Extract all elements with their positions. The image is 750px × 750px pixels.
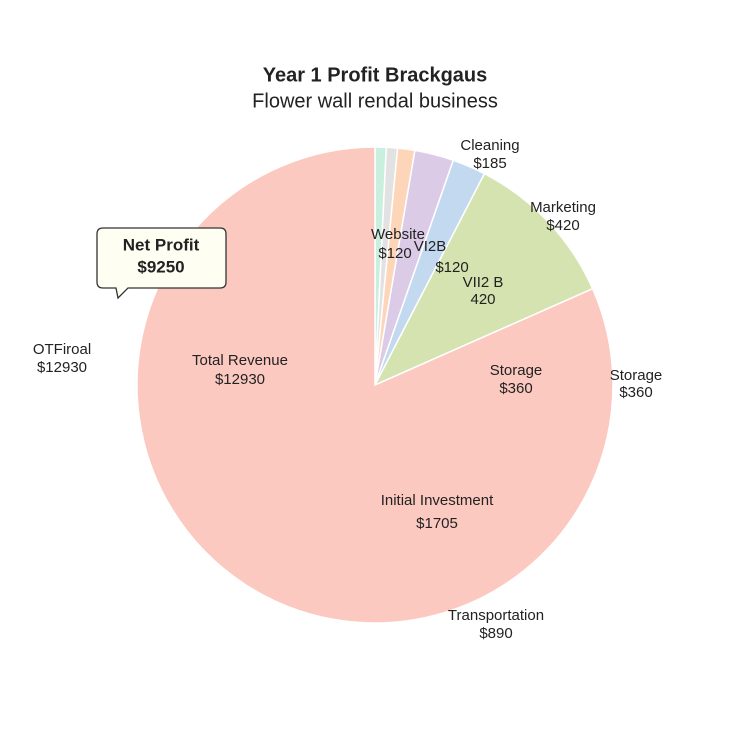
slice-label: VI2B (414, 238, 447, 255)
slice-value-label: $185 (473, 155, 506, 172)
slice-value-label: $120 (378, 245, 411, 262)
callout-title: Net Profit (123, 235, 200, 254)
annotation: $890 (479, 625, 512, 642)
annotation: $12930 (37, 359, 87, 376)
callout-box (96, 227, 227, 300)
slice-value-label: 420 (470, 291, 495, 308)
slice-label: Cleaning (460, 137, 519, 154)
callout-text: $9250 (137, 257, 184, 276)
callout: Net Profit $9250 (96, 227, 227, 300)
pie-slice (136, 146, 614, 624)
slice-label: Initial Investment (381, 492, 494, 509)
slice-value-label: $360 (499, 380, 532, 397)
annotation: Marketing (530, 199, 596, 216)
pie-slice (373, 172, 594, 387)
chart-subtitle: Flower wall rendal business (252, 90, 498, 112)
slice-label: Website (371, 226, 425, 243)
annotation: $360 (619, 384, 652, 401)
annotation: Storage (610, 367, 663, 384)
annotation: OTFiroal (33, 341, 91, 358)
slice-value-label: $1705 (416, 515, 458, 532)
slice-label: VII2 B (463, 274, 504, 291)
annotation: $420 (546, 217, 579, 234)
slice-label: Total Revenue (192, 352, 288, 369)
chart-title: Year 1 Profit Brackgaus (263, 64, 488, 86)
slice-label: Storage (490, 362, 543, 379)
annotation: Transportation (448, 607, 544, 624)
pie (136, 146, 614, 624)
slice-value-label: $120 (435, 259, 468, 276)
slice-value-label: $12930 (215, 371, 265, 388)
